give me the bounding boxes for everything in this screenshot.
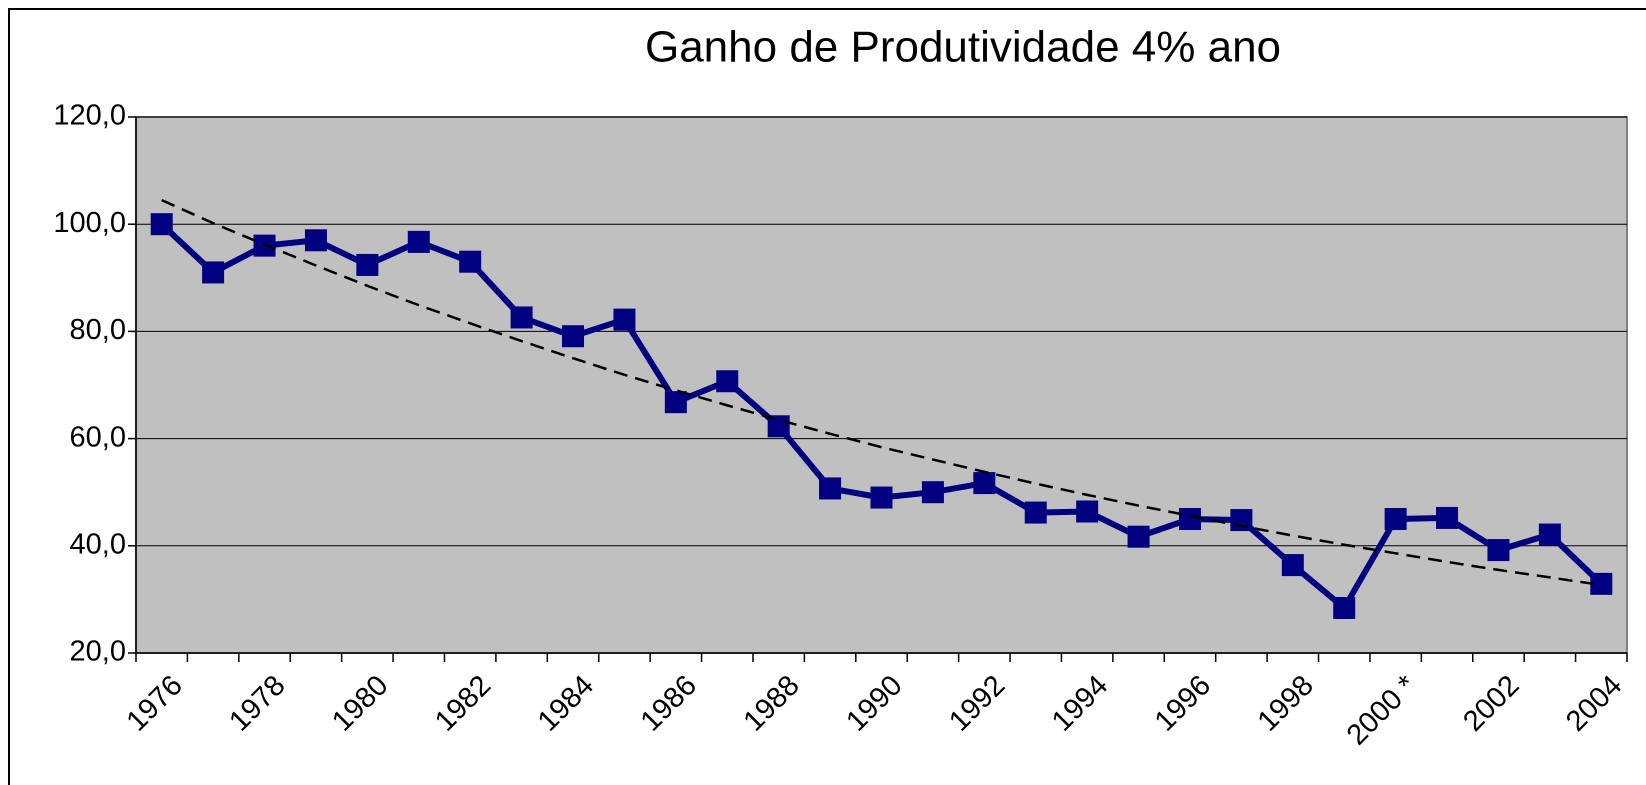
x-tick-label: 1994 [1046,669,1114,737]
marker [304,229,327,252]
plot-area [135,116,1628,654]
y-tick-label: 20,0 [70,636,126,668]
marker [1590,572,1613,595]
chart-border [8,8,1646,785]
x-tick-label: 1990 [840,669,908,737]
marker [613,308,636,331]
marker [1384,508,1407,530]
x-tick-label: 1992 [943,669,1011,737]
x-tick-label: 1996 [1149,669,1217,737]
marker [1024,501,1047,524]
marker [1281,554,1304,577]
x-tick-label: 1982 [429,669,497,737]
x-tick-label: 1978 [223,669,291,737]
marker [1230,509,1253,532]
y-tick-label: 40,0 [70,528,126,560]
marker [819,477,842,500]
x-tick-label: 1980 [326,669,394,737]
marker [870,486,893,509]
x-tick-label: 1998 [1252,669,1320,737]
marker [1076,500,1099,523]
x-tick-label: 2002 [1457,669,1525,737]
marker [1436,506,1459,529]
marker [1487,539,1510,562]
marker [921,481,944,504]
y-tick-label: 120,0 [53,100,126,132]
marker [716,370,739,393]
x-tick-label: 1976 [121,669,189,737]
marker [510,306,533,329]
marker [150,213,173,236]
marker [459,250,482,273]
marker [202,261,225,284]
x-tick-label: 2004 [1560,669,1628,737]
y-tick-label: 80,0 [70,314,126,346]
marker [973,472,996,495]
marker [407,230,430,253]
y-tick-label: 100,0 [53,207,126,239]
x-tick-label: 2000 * [1341,669,1423,751]
marker [1178,508,1201,530]
marker [356,253,379,276]
marker [1538,523,1561,546]
y-tick-label: 60,0 [70,421,126,453]
marker [664,391,687,414]
x-tick-label: 1988 [738,669,806,737]
x-tick-label: 1984 [532,669,600,737]
chart-title: Ganho de Produtividade 4% ano [645,23,1281,72]
x-tick-label: 1986 [635,669,703,737]
marker [1127,525,1150,548]
marker [562,325,585,348]
marker [1333,596,1356,619]
